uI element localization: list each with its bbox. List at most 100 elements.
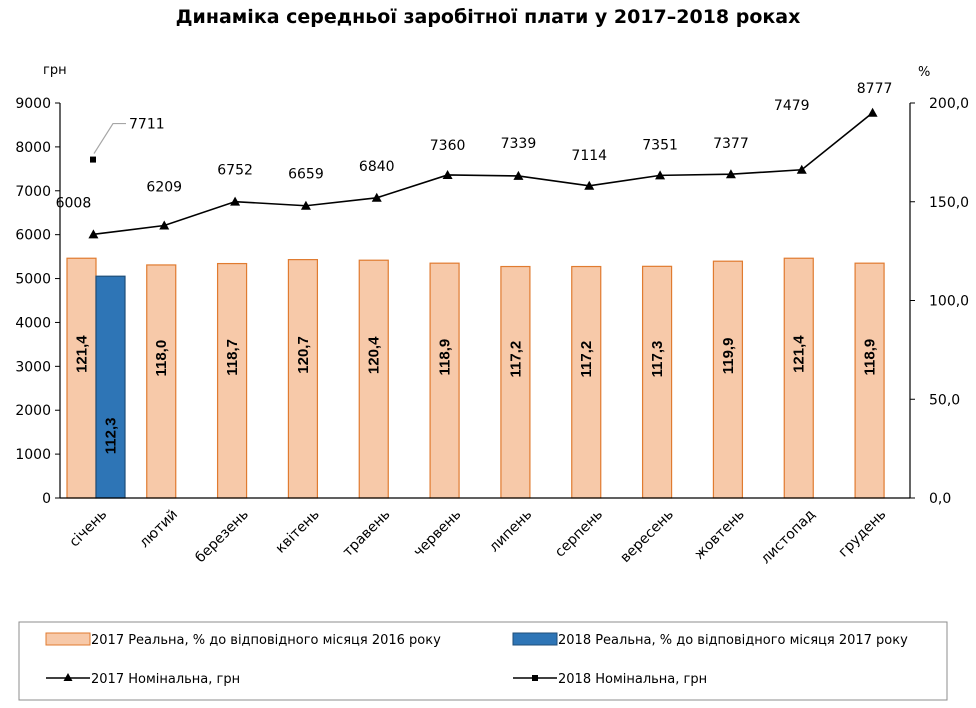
right-tick-label: 0,0 — [929, 491, 951, 507]
bar-label-2017-real: 120,4 — [366, 336, 383, 374]
value-label-2017-nominal: 6659 — [288, 167, 324, 183]
right-tick-label: 150,0 — [929, 195, 969, 211]
marker-2017-nominal — [584, 180, 595, 190]
right-tick-label: 200,0 — [929, 96, 969, 112]
legend-swatch-2017-real — [45, 632, 91, 646]
category-label: вересень — [617, 507, 676, 566]
bar-label-2017-real: 119,9 — [720, 338, 737, 375]
right-tick-label: 50,0 — [929, 392, 960, 408]
nominal-lines: 6008 6209 6752 6659 6840 7360 7339 7114 7351 7377… — [56, 81, 893, 239]
value-label-2017-nominal: 6840 — [359, 159, 395, 175]
left-tick-label: 6000 — [15, 228, 51, 244]
marker-2017-nominal — [513, 170, 524, 180]
bar-label-2017-real: 120,7 — [295, 336, 312, 374]
bar-2017-real — [783, 257, 814, 499]
marker-2017-nominal — [725, 169, 736, 179]
bar-2017-real — [287, 259, 319, 499]
value-label-2018-nominal: 7711 — [129, 117, 165, 133]
category-label: липень — [486, 507, 535, 556]
chart-title: Динаміка середньої заробітної плати у 20… — [176, 6, 801, 28]
category-label: листопад — [758, 507, 819, 568]
left-tick-label: 1000 — [15, 447, 51, 463]
marker-2017-nominal — [230, 196, 241, 206]
legend-label-2017-real: 2017 Реальна, % до відповідного місяця 2… — [91, 633, 441, 648]
legend-label-2018-nominal: 2018 Номінальна, грн — [558, 672, 707, 687]
left-tick-label: 3000 — [15, 359, 51, 375]
left-axis-unit: грн — [43, 63, 67, 78]
bar-2017-real — [216, 262, 248, 499]
category-label: березень — [192, 507, 252, 567]
bar-label-2017-real: 121,4 — [791, 335, 808, 373]
marker-2017-nominal — [371, 192, 382, 202]
bar-label-2017-real: 117,2 — [507, 341, 524, 378]
line-2017-nominal — [93, 112, 874, 236]
category-label: грудень — [836, 507, 890, 561]
value-label-2017-nominal: 7114 — [571, 148, 607, 164]
bar-2018-real — [95, 275, 126, 499]
category-label: січень — [66, 507, 110, 551]
bar-2017-real — [712, 260, 744, 499]
value-label-2017-nominal: 8777 — [857, 81, 893, 97]
marker-2017-nominal — [159, 220, 170, 230]
right-axis-ticks: 0,0 50,0 100,0 150,0 200,0 — [910, 96, 969, 507]
legend-frame — [18, 621, 948, 701]
leader-line-2018-nominal — [93, 122, 126, 154]
left-tick-label: 9000 — [15, 96, 51, 112]
bar-label-2018-real: 112,3 — [103, 418, 120, 455]
marker-2018-nominal — [90, 156, 96, 163]
left-tick-label: 7000 — [15, 184, 51, 200]
value-label-2017-nominal: 7479 — [774, 98, 810, 114]
legend-swatch-2018-real — [512, 632, 558, 646]
bar-2017-real — [429, 262, 460, 499]
marker-2017-nominal — [655, 170, 666, 180]
right-axis-unit: % — [918, 65, 930, 80]
left-tick-label: 2000 — [15, 403, 51, 419]
bar-label-2017-real: 117,2 — [578, 341, 595, 378]
marker-2017-nominal — [867, 107, 878, 117]
value-label-2017-nominal: 7377 — [713, 136, 749, 152]
value-label-2017-nominal: 7339 — [501, 136, 537, 152]
bar-label-2017-real: 118,9 — [437, 339, 454, 376]
left-tick-label: 4000 — [15, 315, 51, 331]
bar-2017-real — [358, 259, 389, 499]
marker-2017-nominal — [300, 200, 311, 210]
bar-label-2017-real: 117,3 — [649, 341, 666, 378]
category-label: червень — [411, 507, 465, 561]
marker-2017-nominal — [88, 229, 99, 239]
category-label: серпень — [552, 507, 606, 561]
legend-square-marker — [532, 675, 538, 681]
value-label-2017-nominal: 7360 — [430, 138, 466, 154]
value-label-2017-nominal: 6008 — [56, 195, 92, 211]
legend: 2017 Реальна, % до відповідного місяця 2… — [18, 621, 948, 701]
bar-2017-real — [500, 265, 531, 499]
left-tick-label: 0 — [42, 491, 51, 507]
bar-2017-real — [66, 257, 97, 499]
bar-label-2017-real: 121,4 — [74, 335, 91, 373]
left-tick-label: 8000 — [15, 140, 51, 156]
marker-2017-nominal — [796, 164, 807, 174]
right-tick-label: 100,0 — [929, 294, 969, 310]
category-label: жовтень — [691, 507, 747, 563]
legend-triangle-marker — [63, 673, 73, 681]
bar-label-2017-real: 118,9 — [862, 339, 879, 376]
bar-2017-real — [641, 265, 673, 499]
left-axis-ticks: 0 1000 2000 3000 4000 5000 6000 7000 8000 9000 — [15, 96, 60, 507]
axes — [59, 103, 911, 499]
bar-2017-real — [854, 262, 885, 499]
bar-labels: 121,4 118,0 118,7 120,7 120,4 118,9 117,2 117,2… — [74, 335, 879, 455]
legend-label-2017-nominal: 2017 Номінальна, грн — [91, 672, 240, 687]
bar-label-2017-real: 118,0 — [153, 340, 170, 377]
category-label: травень — [340, 507, 394, 561]
bar-label-2017-real: 118,7 — [224, 339, 241, 376]
bar-2017-real — [571, 265, 602, 499]
bars — [66, 257, 885, 499]
legend-label-2018-real: 2018 Реальна, % до відповідного місяця 2… — [558, 633, 908, 648]
category-labels: січень лютий березень квітень травень червень… — [66, 507, 889, 568]
left-tick-label: 5000 — [15, 272, 51, 288]
value-label-2017-nominal: 6752 — [217, 163, 253, 179]
category-label: квітень — [273, 507, 323, 557]
category-label: лютий — [136, 507, 181, 552]
value-label-2017-nominal: 7351 — [642, 137, 678, 153]
bar-2017-real — [146, 264, 177, 499]
